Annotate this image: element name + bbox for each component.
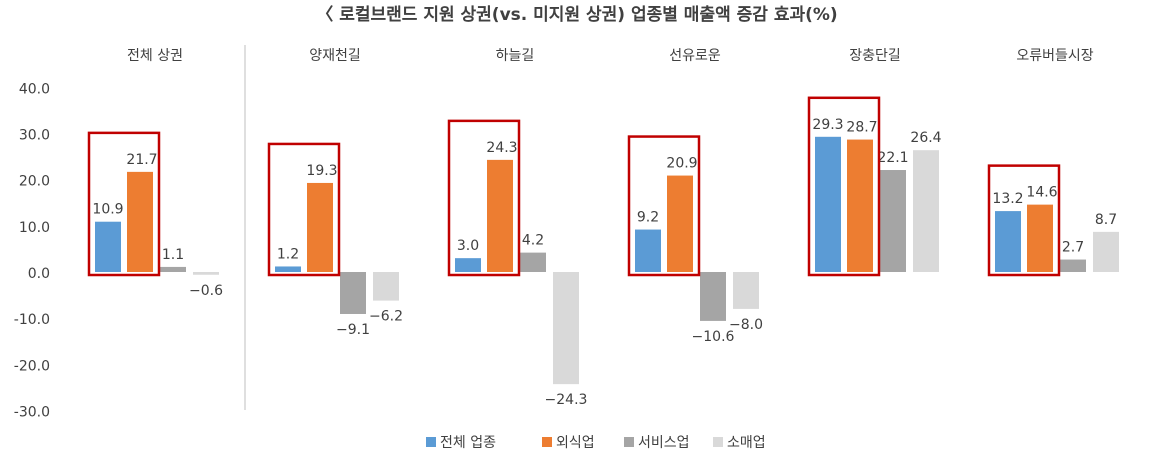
bar xyxy=(913,150,939,272)
legend-swatch xyxy=(624,437,634,447)
bar xyxy=(995,211,1021,272)
bar xyxy=(1027,204,1053,272)
highlight-box xyxy=(447,119,521,277)
bar xyxy=(553,272,579,385)
bar xyxy=(340,272,366,314)
bar xyxy=(700,272,726,321)
bar xyxy=(275,266,301,272)
data-label: 26.4 xyxy=(910,130,941,146)
highlight-box xyxy=(87,131,161,277)
bar xyxy=(160,266,186,272)
bar xyxy=(733,272,759,309)
y-tick-label: 10.0 xyxy=(19,220,50,236)
data-label: −24.3 xyxy=(545,392,588,408)
legend-swatch xyxy=(713,437,723,447)
y-tick-label: 0.0 xyxy=(28,266,50,282)
legend-label: 서비스업 xyxy=(638,435,690,451)
data-label: 19.3 xyxy=(306,163,337,179)
highlight-box xyxy=(807,96,881,277)
highlight-box xyxy=(267,142,341,277)
legend-label: 전체 업종 xyxy=(440,435,496,451)
y-tick-label: 20.0 xyxy=(19,174,50,190)
category-label: 오류버들시장 xyxy=(1016,48,1093,64)
highlight-box xyxy=(987,164,1061,277)
bar xyxy=(635,229,661,272)
category-label: 전체 상권 xyxy=(127,48,183,64)
data-label: 8.7 xyxy=(1095,212,1117,228)
y-tick-label: -20.0 xyxy=(14,358,50,374)
data-label: −10.6 xyxy=(692,329,735,345)
bar xyxy=(815,136,841,272)
bar xyxy=(1093,231,1119,272)
bar xyxy=(667,175,693,272)
legend-label: 소매업 xyxy=(727,435,766,451)
legend-swatch xyxy=(426,437,436,447)
legend-label: 외식업 xyxy=(556,435,595,451)
data-label: −8.0 xyxy=(729,317,763,333)
category-label: 선유로운 xyxy=(669,48,721,64)
bar xyxy=(193,272,219,275)
category-label: 장충단길 xyxy=(849,48,901,64)
data-label: 1.2 xyxy=(277,246,299,262)
y-tick-label: -30.0 xyxy=(14,404,50,420)
data-label: 4.2 xyxy=(522,233,544,249)
data-label: −9.1 xyxy=(336,322,370,338)
data-label: 22.1 xyxy=(877,150,908,166)
y-tick-label: -10.0 xyxy=(14,312,50,328)
bar xyxy=(847,139,873,272)
category-label: 양재천길 xyxy=(309,48,361,64)
data-label: −0.6 xyxy=(189,283,223,299)
bar xyxy=(127,171,153,272)
bar xyxy=(520,252,546,272)
data-label: 3.0 xyxy=(457,238,479,254)
bar xyxy=(307,182,333,272)
data-label: 2.7 xyxy=(1062,240,1084,256)
data-label: 20.9 xyxy=(666,156,697,172)
bar xyxy=(880,170,906,272)
data-label: 1.1 xyxy=(162,247,184,263)
data-label: 9.2 xyxy=(637,210,659,226)
y-tick-label: 40.0 xyxy=(19,81,50,97)
data-label: 14.6 xyxy=(1026,185,1057,201)
bar xyxy=(487,159,513,272)
bar xyxy=(1060,259,1086,272)
highlight-box xyxy=(627,135,701,277)
data-label: 13.2 xyxy=(992,191,1023,207)
bar xyxy=(373,272,399,301)
legend-swatch xyxy=(542,437,552,447)
data-label: 29.3 xyxy=(812,117,843,133)
chart-title: 〈 로컬브랜드 지원 상권(vs. 미지원 상권) 업종별 매출액 증감 효과(… xyxy=(316,4,837,25)
data-label: 28.7 xyxy=(846,120,877,136)
data-label: 10.9 xyxy=(92,202,123,218)
bar xyxy=(455,258,481,272)
y-tick-label: 30.0 xyxy=(19,128,50,144)
bar xyxy=(95,221,121,272)
category-label: 하늘길 xyxy=(496,48,535,64)
data-label: 24.3 xyxy=(486,140,517,156)
data-label: 21.7 xyxy=(126,152,157,168)
data-label: −6.2 xyxy=(369,309,403,325)
